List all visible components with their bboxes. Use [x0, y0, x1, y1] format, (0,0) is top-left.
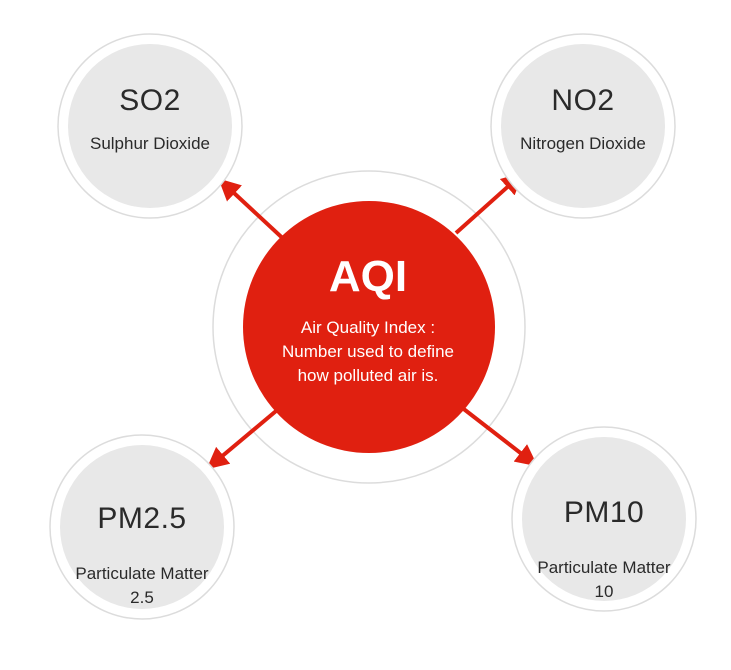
pm10-subtitle: Particulate Matter 10	[537, 558, 671, 601]
center-circle	[243, 201, 495, 453]
pm10-circle	[522, 437, 686, 601]
pm10-label: PM10 Particulate Matter 10	[514, 478, 694, 622]
arrow-to-pm25	[206, 404, 284, 470]
so2-title: SO2	[119, 84, 181, 117]
no2-title: NO2	[551, 84, 615, 117]
no2-subtitle: Nitrogen Dioxide	[520, 134, 646, 153]
so2-subtitle: Sulphur Dioxide	[89, 134, 210, 153]
pm25-circle	[60, 445, 224, 609]
pm10-title: PM10	[563, 496, 645, 529]
arrow-to-so2	[218, 178, 292, 247]
arrow-to-pm10	[454, 401, 538, 467]
pm25-title: PM2.5	[97, 502, 187, 535]
pm25-label: PM2.5 Particulate Matter 2.5	[52, 484, 232, 628]
so2-circle	[68, 44, 232, 208]
so2-label: SO2 Sulphur Dioxide	[60, 84, 240, 156]
center-label: AQI Air Quality Index : Number used to d…	[258, 252, 478, 388]
pm25-subtitle: Particulate Matter 2.5	[75, 564, 209, 607]
center-title: AQI	[328, 252, 408, 301]
center-description: Air Quality Index : Number used to defin…	[282, 318, 454, 385]
no2-label: NO2 Nitrogen Dioxide	[493, 84, 673, 156]
no2-circle	[501, 44, 665, 208]
